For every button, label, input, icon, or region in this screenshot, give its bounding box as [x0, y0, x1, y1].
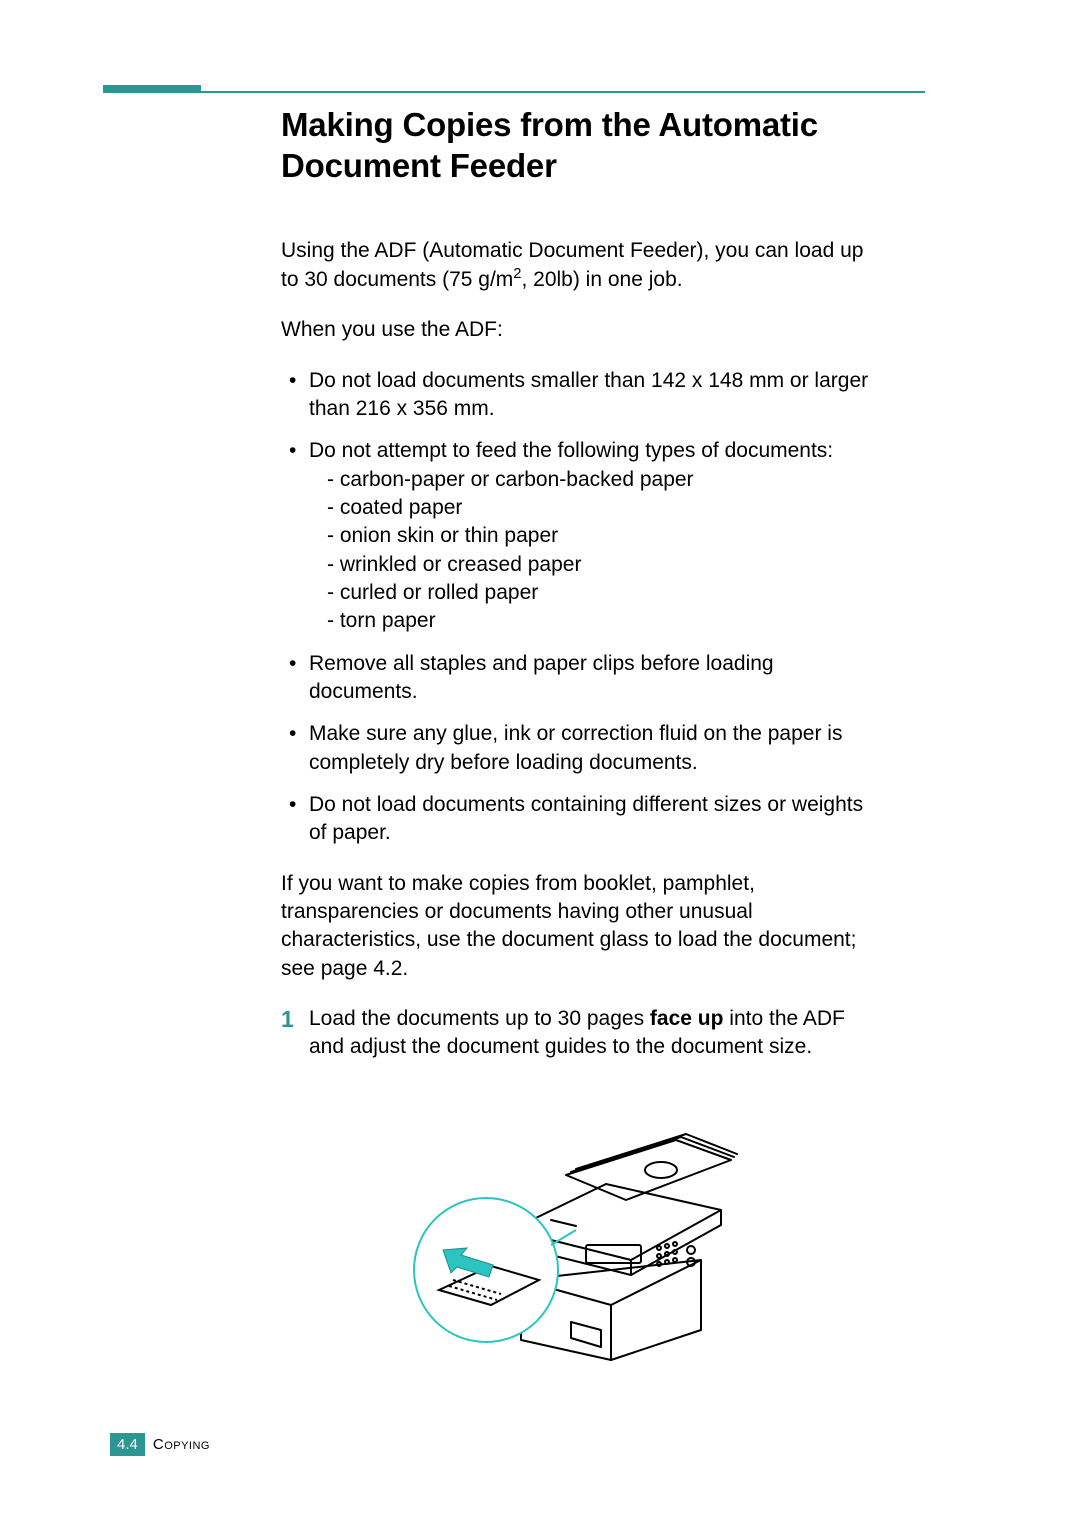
- bullet-sub: - curled or rolled paper: [309, 579, 881, 607]
- bullet-item: Do not load documents smaller than 142 x…: [295, 367, 881, 424]
- intro-paragraph-2: When you use the ADF:: [281, 316, 881, 344]
- bullet-item: Do not attempt to feed the following typ…: [295, 437, 881, 635]
- step-text: Load the documents up to 30 pages face u…: [309, 1005, 881, 1062]
- bullet-item: Remove all staples and paper clips befor…: [295, 650, 881, 707]
- note-paragraph: If you want to make copies from booklet,…: [281, 870, 881, 983]
- bullet-text: Do not attempt to feed the following typ…: [309, 439, 833, 462]
- bullet-sub: - wrinkled or creased paper: [309, 551, 881, 579]
- bullet-sub: - torn paper: [309, 607, 881, 635]
- header-rule: [103, 91, 925, 93]
- bullet-text: Do not load documents smaller than 142 x…: [309, 369, 868, 420]
- page-footer: 4.4 Copying: [110, 1433, 210, 1456]
- bullet-text: Do not load documents containing differe…: [309, 793, 863, 844]
- printer-figure: [401, 1080, 761, 1380]
- intro-post: , 20lb) in one job.: [521, 268, 682, 291]
- page-title: Making Copies from the Automatic Documen…: [281, 104, 881, 187]
- bullet-text: Remove all staples and paper clips befor…: [309, 652, 774, 703]
- bullet-sub: - onion skin or thin paper: [309, 522, 881, 550]
- content-column: Making Copies from the Automatic Documen…: [281, 104, 881, 1380]
- bullet-sub: - coated paper: [309, 494, 881, 522]
- bullet-sub: - carbon-paper or carbon-backed paper: [309, 466, 881, 494]
- bullet-item: Do not load documents containing differe…: [295, 791, 881, 848]
- bullet-list: Do not load documents smaller than 142 x…: [281, 367, 881, 848]
- step-number: 1: [281, 1005, 309, 1034]
- bullet-item: Make sure any glue, ink or correction fl…: [295, 720, 881, 777]
- bullet-text: Make sure any glue, ink or correction fl…: [309, 722, 842, 773]
- step-bold: face up: [650, 1007, 724, 1030]
- page-number-badge: 4.4: [110, 1433, 145, 1456]
- step-pre: Load the documents up to 30 pages: [309, 1007, 650, 1030]
- intro-paragraph-1: Using the ADF (Automatic Document Feeder…: [281, 237, 881, 295]
- step-1: 1 Load the documents up to 30 pages face…: [281, 1005, 881, 1062]
- footer-section-label: Copying: [153, 1436, 210, 1453]
